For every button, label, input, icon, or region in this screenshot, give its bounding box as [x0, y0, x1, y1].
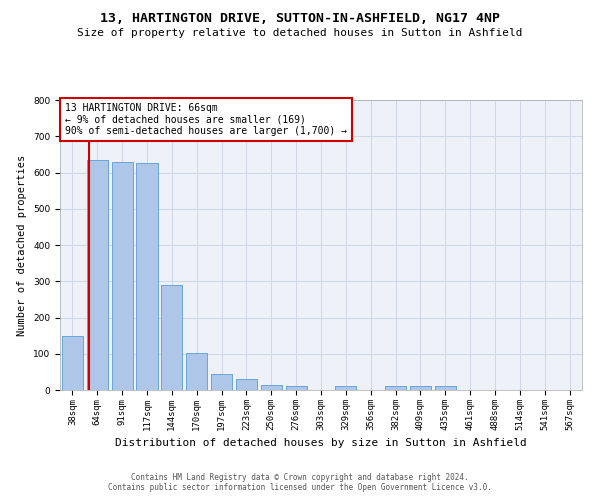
- Text: Contains HM Land Registry data © Crown copyright and database right 2024.
Contai: Contains HM Land Registry data © Crown c…: [108, 472, 492, 492]
- Bar: [435, 386, 456, 390]
- Bar: [136, 164, 158, 390]
- Bar: [161, 285, 182, 390]
- Bar: [236, 379, 257, 390]
- Bar: [286, 386, 307, 390]
- Text: Distribution of detached houses by size in Sutton in Ashfield: Distribution of detached houses by size …: [115, 438, 527, 448]
- Y-axis label: Number of detached properties: Number of detached properties: [17, 154, 28, 336]
- Bar: [261, 384, 282, 390]
- Text: 13, HARTINGTON DRIVE, SUTTON-IN-ASHFIELD, NG17 4NP: 13, HARTINGTON DRIVE, SUTTON-IN-ASHFIELD…: [100, 12, 500, 26]
- Bar: [335, 386, 356, 390]
- Bar: [186, 352, 207, 390]
- Bar: [87, 160, 108, 390]
- Bar: [385, 386, 406, 390]
- Bar: [62, 336, 83, 390]
- Bar: [211, 374, 232, 390]
- Text: 13 HARTINGTON DRIVE: 66sqm
← 9% of detached houses are smaller (169)
90% of semi: 13 HARTINGTON DRIVE: 66sqm ← 9% of detac…: [65, 103, 347, 136]
- Bar: [112, 162, 133, 390]
- Bar: [410, 386, 431, 390]
- Text: Size of property relative to detached houses in Sutton in Ashfield: Size of property relative to detached ho…: [77, 28, 523, 38]
